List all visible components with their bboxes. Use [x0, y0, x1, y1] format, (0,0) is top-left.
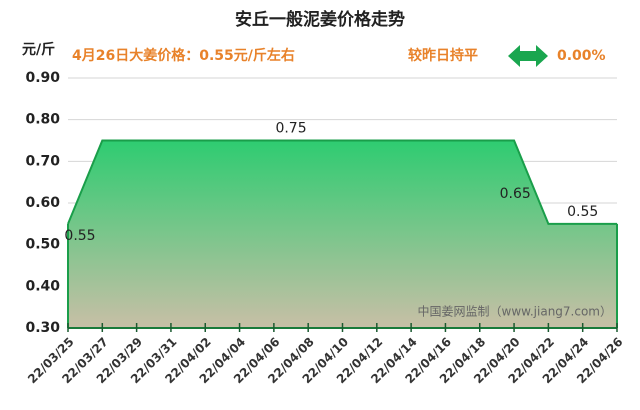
y-tick-label: 0.70: [25, 153, 60, 169]
area-line: [67, 139, 617, 225]
subtitle: 4月26日大姜价格：0.55元/斤左右: [72, 47, 295, 64]
y-tick-label: 0.30: [25, 320, 60, 336]
value-label: 0.65: [500, 186, 531, 202]
value-label: 0.55: [567, 204, 598, 220]
chart-title: 安丘一般泥姜价格走势: [235, 9, 405, 30]
value-label: 0.75: [275, 121, 306, 137]
watermark: 中国姜网监制（www.jiang7.com）: [418, 304, 612, 319]
y-axis-label: 元/斤: [22, 41, 55, 58]
change-value: 0.00%: [557, 48, 606, 64]
y-tick-label: 0.50: [25, 237, 60, 253]
value-label: 0.55: [64, 228, 95, 244]
y-tick-label: 0.40: [25, 278, 60, 294]
y-tick-label: 0.90: [25, 70, 60, 86]
change-label: 较昨日持平: [408, 47, 478, 64]
y-tick-label: 0.80: [25, 112, 60, 128]
flat-arrow-icon: [508, 45, 548, 67]
y-tick-label: 0.60: [25, 195, 60, 211]
area-fill: [68, 140, 617, 328]
